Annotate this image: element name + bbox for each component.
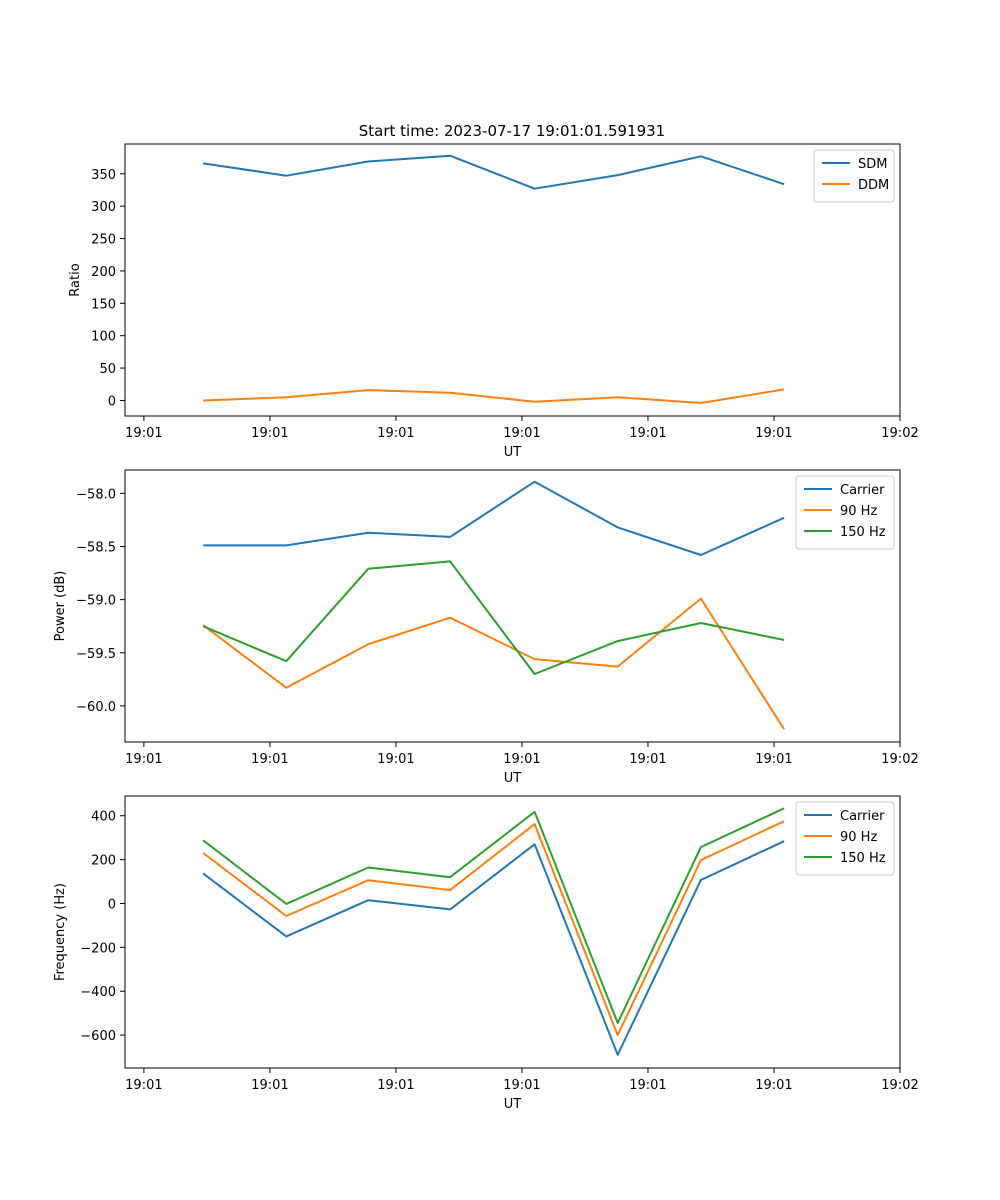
power-x-tick-label: 19:01 xyxy=(629,752,666,767)
chart-title: Start time: 2023-07-17 19:01:01.591931 xyxy=(359,122,665,140)
frequency-x-tick-label: 19:01 xyxy=(503,1078,540,1093)
ratio-y-tick-label: 50 xyxy=(99,362,116,377)
power-y-axis-label: Power (dB) xyxy=(53,571,68,642)
frequency-legend-label: Carrier xyxy=(840,809,885,824)
ratio-x-tick-label: 19:01 xyxy=(755,426,792,441)
ratio-y-tick-label: 300 xyxy=(91,200,116,215)
frequency-y-axis-label: Frequency (Hz) xyxy=(53,883,68,981)
frequency-y-tick-label: −400 xyxy=(80,985,116,1000)
ratio-x-tick-label: 19:01 xyxy=(503,426,540,441)
power-y-tick-label: −59.5 xyxy=(76,647,116,662)
ratio-y-tick-label: 100 xyxy=(91,330,116,345)
frequency-x-tick-label: 19:01 xyxy=(251,1078,288,1093)
power-legend-label: 90 Hz xyxy=(840,504,877,519)
power-x-tick-label: 19:01 xyxy=(503,752,540,767)
frequency-x-tick-label: 19:01 xyxy=(125,1078,162,1093)
frequency-legend: Carrier 90 Hz 150 Hz xyxy=(795,801,895,876)
frequency-y-tick-label: 200 xyxy=(91,854,116,869)
frequency-series-carrier xyxy=(202,840,785,1056)
frequency-x-tick-label: 19:02 xyxy=(881,1078,918,1093)
ratio-legend-label: DDM xyxy=(858,178,889,193)
power-x-tick-label: 19:01 xyxy=(125,752,162,767)
ratio-y-tick-label: 150 xyxy=(91,297,116,312)
frequency-legend-label: 150 Hz xyxy=(840,851,886,866)
ratio-series-ddm xyxy=(203,388,785,404)
power-legend-label: 150 Hz xyxy=(840,525,886,540)
power-legend: Carrier 90 Hz 150 Hz xyxy=(795,475,895,550)
frequency-x-tick-label: 19:01 xyxy=(377,1078,414,1093)
frequency-panel: 19:01 19:01 19:01 19:01 19:01 19:01 19:02 −600 −… xyxy=(53,795,919,1112)
power-series-90-hz xyxy=(202,597,785,730)
frequency-series-90-hz xyxy=(202,820,785,1037)
ratio-x-tick-label: 19:02 xyxy=(881,426,918,441)
ratio-y-tick-label: 200 xyxy=(91,265,116,280)
ratio-panel: 19:01 19:01 19:01 19:01 19:01 19:01 19:02 0 50 10… xyxy=(68,143,919,460)
power-y-tick-label: −58.0 xyxy=(76,487,116,502)
power-series-150-hz xyxy=(202,560,785,675)
power-y-tick-label: −58.5 xyxy=(76,541,116,556)
power-panel: 19:01 19:01 19:01 19:01 19:01 19:01 19:02 −60.0… xyxy=(53,469,919,786)
power-y-tick-label: −59.0 xyxy=(76,594,116,609)
power-plot-frame xyxy=(124,469,901,743)
power-x-tick-label: 19:01 xyxy=(377,752,414,767)
frequency-series-150-hz xyxy=(202,807,785,1024)
frequency-x-tick-label: 19:01 xyxy=(629,1078,666,1093)
ratio-plot-frame xyxy=(124,143,901,417)
frequency-x-axis-label: UT xyxy=(504,1097,522,1112)
frequency-y-tick-label: −600 xyxy=(80,1029,116,1044)
ratio-y-tick-label: 0 xyxy=(108,394,116,409)
frequency-x-tick-label: 19:01 xyxy=(755,1078,792,1093)
frequency-y-tick-label: −200 xyxy=(80,941,116,956)
ratio-x-tick-label: 19:01 xyxy=(251,426,288,441)
ratio-x-tick-label: 19:01 xyxy=(377,426,414,441)
ratio-x-tick-label: 19:01 xyxy=(125,426,162,441)
power-legend-label: Carrier xyxy=(840,483,885,498)
power-y-tick-label: −60.0 xyxy=(76,700,116,715)
power-series-carrier xyxy=(203,480,785,556)
power-x-axis-label: UT xyxy=(504,771,522,786)
ratio-legend-label: SDM xyxy=(858,157,887,172)
frequency-plot-frame xyxy=(124,795,901,1069)
frequency-legend-label: 90 Hz xyxy=(840,830,877,845)
ratio-y-axis-label: Ratio xyxy=(68,263,83,296)
ratio-x-axis-label: UT xyxy=(504,445,522,460)
ratio-series-sdm xyxy=(202,154,785,190)
ratio-y-tick-label: 350 xyxy=(91,168,116,183)
ratio-x-tick-label: 19:01 xyxy=(629,426,666,441)
ratio-legend: SDM DDM xyxy=(813,149,895,203)
frequency-y-tick-label: 400 xyxy=(91,810,116,825)
power-x-tick-label: 19:01 xyxy=(755,752,792,767)
power-x-tick-label: 19:02 xyxy=(881,752,918,767)
frequency-y-tick-label: 0 xyxy=(108,897,116,912)
power-x-tick-label: 19:01 xyxy=(251,752,288,767)
ratio-y-tick-label: 250 xyxy=(91,233,116,248)
